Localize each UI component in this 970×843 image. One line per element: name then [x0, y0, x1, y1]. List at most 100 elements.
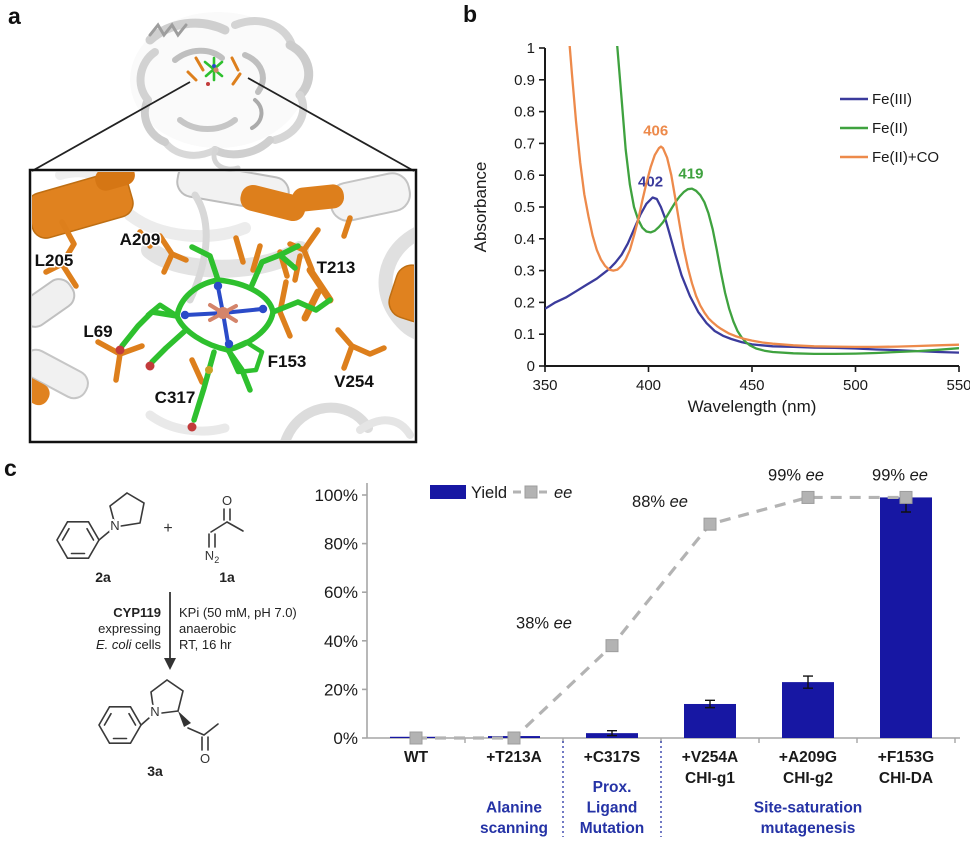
conditions-line3: RT, 16 hr [179, 637, 232, 652]
category-label-5: +F153G [878, 749, 934, 766]
yield-bar-3 [684, 703, 736, 738]
residue-label-C317: C317 [155, 388, 196, 407]
yield-ee-chart: 0% 20% 40% 60% 80% 100% 38% ee 88% ee 99% ee 99% … [315, 466, 960, 837]
uvvis-spectra-chart: 0 0.1 0.2 0.3 0.4 0.5 0.6 0.7 0.8 0.9 1 350 400 450 50… [471, 40, 970, 416]
x-tick-label: 450 [739, 377, 764, 394]
inset-heme [115, 243, 333, 432]
catalyst-line2: expressing [98, 621, 161, 636]
category-label-3: +V254A [682, 749, 738, 766]
y-tick-label: 80% [324, 535, 358, 554]
x-tick-label: 500 [843, 377, 868, 394]
inset-orange-sidechains [43, 215, 387, 385]
inset-border [28, 168, 418, 444]
y-tick-label: 1 [527, 40, 535, 57]
ee-marker-2 [605, 639, 619, 653]
error-bar-3 [705, 699, 715, 709]
panel-a-label: a [8, 3, 21, 29]
y-tick-label: 0.1 [514, 326, 535, 343]
y-tick-label: 0.9 [514, 72, 535, 89]
residue-label-V254: V254 [334, 372, 374, 391]
ee-marker-4 [801, 490, 815, 504]
structure-2a: N 2a [56, 492, 145, 585]
structure-3a: N O 3a [98, 679, 219, 779]
diazo-n2-atom: N2 [205, 548, 219, 565]
catalyst-name: CYP119 [113, 605, 161, 620]
y-tick-label: 20% [324, 680, 358, 699]
y-tick-label: 0.4 [514, 231, 535, 248]
panel-b-label: b [463, 1, 478, 27]
series-Fe(II)+CO [568, 46, 959, 349]
yield-bar-5 [880, 497, 932, 738]
group-label-2: mutagenesis [761, 820, 856, 837]
legend-ee-label: ee [554, 484, 572, 502]
ee-line [416, 495, 906, 740]
series-Fe(III) [545, 196, 959, 354]
y-tick-label: 0.5 [514, 199, 535, 216]
heme-nitrogens [180, 281, 268, 349]
y-tick-label: 0.7 [514, 135, 535, 152]
label-2a: 2a [95, 569, 111, 585]
ee-annotation-3: 88% ee [632, 493, 688, 511]
ee-marker-5 [899, 490, 913, 504]
zoom-connector-lines [31, 77, 415, 172]
residue-label-L205: L205 [35, 251, 74, 270]
y-axis-title: Absorbance [471, 162, 490, 253]
ee-annotation-5: 99% ee [872, 466, 928, 484]
y-tick-label: 0 [527, 358, 535, 375]
ee-marker-3 [703, 517, 717, 531]
legend-label-Fe(III): Fe(III) [872, 91, 912, 108]
group-label-2: Site-saturation [754, 800, 863, 817]
structure-1a: O N2 1a [203, 491, 244, 585]
legend-label-Fe(II)+CO: Fe(II)+CO [872, 149, 939, 166]
heme-iron [208, 303, 238, 323]
category-label-2: +C317S [584, 749, 640, 766]
yield-bar-4 [782, 682, 834, 738]
residue-label-F153: F153 [268, 352, 307, 371]
category-label-5: CHI-DA [879, 770, 933, 787]
group-label-1: Prox. [593, 779, 632, 796]
y-tick-label: 60% [324, 583, 358, 602]
category-label-4: CHI-g2 [783, 770, 833, 787]
heme-oxygens [115, 345, 197, 432]
ee-marker-1 [507, 731, 521, 745]
legend-yield-swatch [430, 485, 466, 499]
legend-yield-label: Yield [471, 484, 507, 502]
x-tick-label: 400 [636, 377, 661, 394]
x-tick-label: 550 [946, 377, 970, 394]
y-tick-label: 0.3 [514, 263, 535, 280]
category-label-3: CHI-g1 [685, 770, 735, 787]
x-tick-label: 350 [532, 377, 557, 394]
amine-n-atom: N [110, 518, 119, 533]
conditions-line2: anaerobic [179, 621, 237, 636]
group-label-1: Ligand [587, 800, 638, 817]
category-label-1: +T213A [486, 749, 542, 766]
product-o-atom: O [200, 751, 210, 766]
panel-c-label: c [4, 455, 17, 481]
catalyst-text: CYP119 expressing E. coli cells [96, 605, 162, 652]
label-1a: 1a [219, 569, 235, 585]
y-tick-label: 0% [333, 729, 358, 748]
inset-ribbon-art [32, 172, 414, 440]
peak-label-406: 406 [643, 122, 668, 139]
reaction-scheme: N 2a + O N2 1a CYP119 expressing E. coli… [56, 491, 297, 779]
conditions-text: KPi (50 mM, pH 7.0) anaerobic RT, 16 hr [179, 605, 297, 652]
category-label-0: WT [404, 749, 429, 766]
catalyst-line3: E. coli cells [96, 637, 162, 652]
ee-annotation-4: 99% ee [768, 466, 824, 484]
product-n-atom: N [150, 704, 159, 719]
error-bar-2 [607, 730, 617, 737]
y-tick-label: 40% [324, 632, 358, 651]
ee-annotation-2: 38% ee [516, 615, 572, 633]
ketone-o-atom: O [222, 493, 232, 508]
reaction-arrow [164, 592, 176, 670]
ee-marker-0 [409, 731, 423, 745]
residue-label-T213: T213 [317, 258, 356, 277]
series-Fe(II) [616, 46, 959, 356]
y-tick-label: 0.6 [514, 167, 535, 184]
peak-label-402: 402 [638, 173, 663, 190]
legend-label-Fe(II): Fe(II) [872, 120, 908, 137]
category-label-4: +A209G [779, 749, 837, 766]
residue-label-L69: L69 [83, 322, 112, 341]
legend-ee-marker [524, 485, 538, 499]
peak-label-419: 419 [678, 165, 703, 182]
